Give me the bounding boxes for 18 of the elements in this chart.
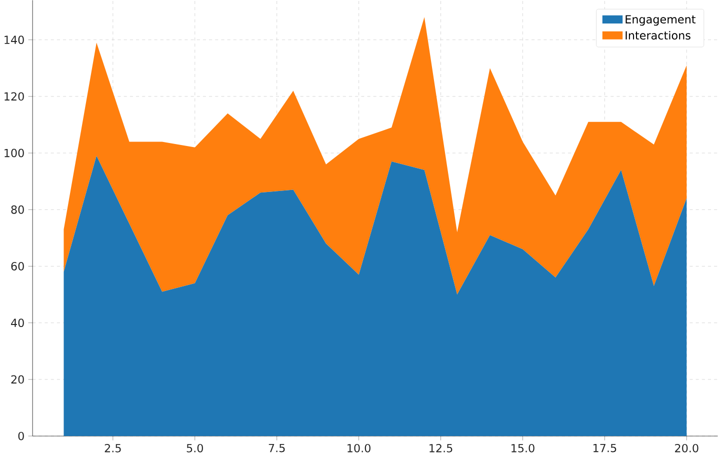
x-tick-label: 2.5: [104, 444, 121, 452]
x-tick-label: 12.5: [430, 444, 452, 452]
x-tick-label: 15.0: [512, 444, 534, 452]
x-tick-label: 10.0: [348, 444, 370, 452]
y-tick-label: 120: [4, 92, 24, 101]
y-tick-label: 60: [11, 262, 24, 271]
x-tick-label: 5.0: [186, 444, 203, 452]
y-tick-label: 20: [11, 375, 24, 384]
y-tick-label: 0: [18, 432, 24, 440]
y-tick-label: 40: [11, 318, 24, 328]
legend-label: Interactions: [626, 31, 690, 40]
y-tick-label: 140: [4, 36, 24, 44]
y-tick-label: 80: [11, 206, 24, 214]
legend-label: Engagement: [626, 15, 696, 26]
y-tick-label: 100: [4, 148, 24, 158]
x-tick-label: 7.5: [268, 444, 285, 452]
x-tick-label: 20.0: [675, 444, 698, 452]
x-tick-label: 17.5: [593, 444, 616, 452]
